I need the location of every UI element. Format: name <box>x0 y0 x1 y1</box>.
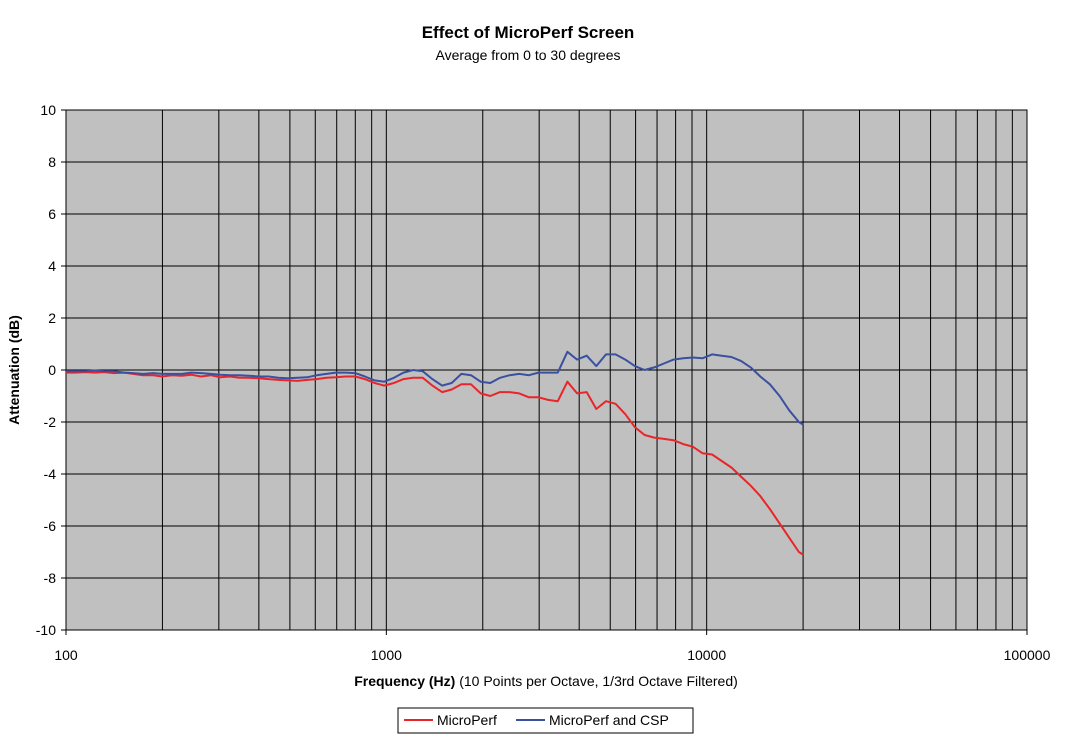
y-tick-label: 6 <box>48 206 56 222</box>
y-tick-label: -8 <box>44 570 57 586</box>
y-tick-label: -4 <box>44 466 57 482</box>
axis-ticks: -10 -8 -6 -4 -2 0 2 4 6 8 10 100 1000 10000 100000 <box>36 102 1051 663</box>
y-tick-label: 8 <box>48 154 56 170</box>
y-axis-title: Attenuation (dB) <box>6 315 22 425</box>
x-tick-label: 1000 <box>371 647 402 663</box>
legend-label-microperf-and-csp: MicroPerf and CSP <box>549 712 669 728</box>
chart-title: Effect of MicroPerf Screen <box>422 23 635 42</box>
x-tick-label: 10000 <box>687 647 726 663</box>
series-line-microperf-and-csp <box>66 350 804 426</box>
chart-subtitle: Average from 0 to 30 degrees <box>436 47 621 63</box>
x-tick-label: 100000 <box>1004 647 1051 663</box>
legend: MicroPerf MicroPerf and CSP <box>397 707 694 734</box>
series-lines <box>66 350 804 556</box>
y-tick-label: 10 <box>40 102 56 118</box>
x-axis-label: Frequency (Hz) <box>354 673 455 689</box>
legend-label-microperf: MicroPerf <box>437 712 497 728</box>
x-axis-note: (10 Points per Octave, 1/3rd Octave Filt… <box>455 673 737 689</box>
y-tick-label: -10 <box>36 622 56 638</box>
x-axis-title: Frequency (Hz) (10 Points per Octave, 1/… <box>354 673 738 689</box>
series-line-microperf <box>66 371 804 556</box>
grid-lines <box>66 109 1027 631</box>
y-tick-label: 2 <box>48 310 56 326</box>
y-tick-label: 0 <box>48 362 56 378</box>
y-tick-label: -6 <box>44 518 57 534</box>
y-tick-label: -2 <box>44 414 57 430</box>
y-tick-label: 4 <box>48 258 56 274</box>
legend-box <box>397 707 694 734</box>
x-tick-label: 100 <box>54 647 78 663</box>
